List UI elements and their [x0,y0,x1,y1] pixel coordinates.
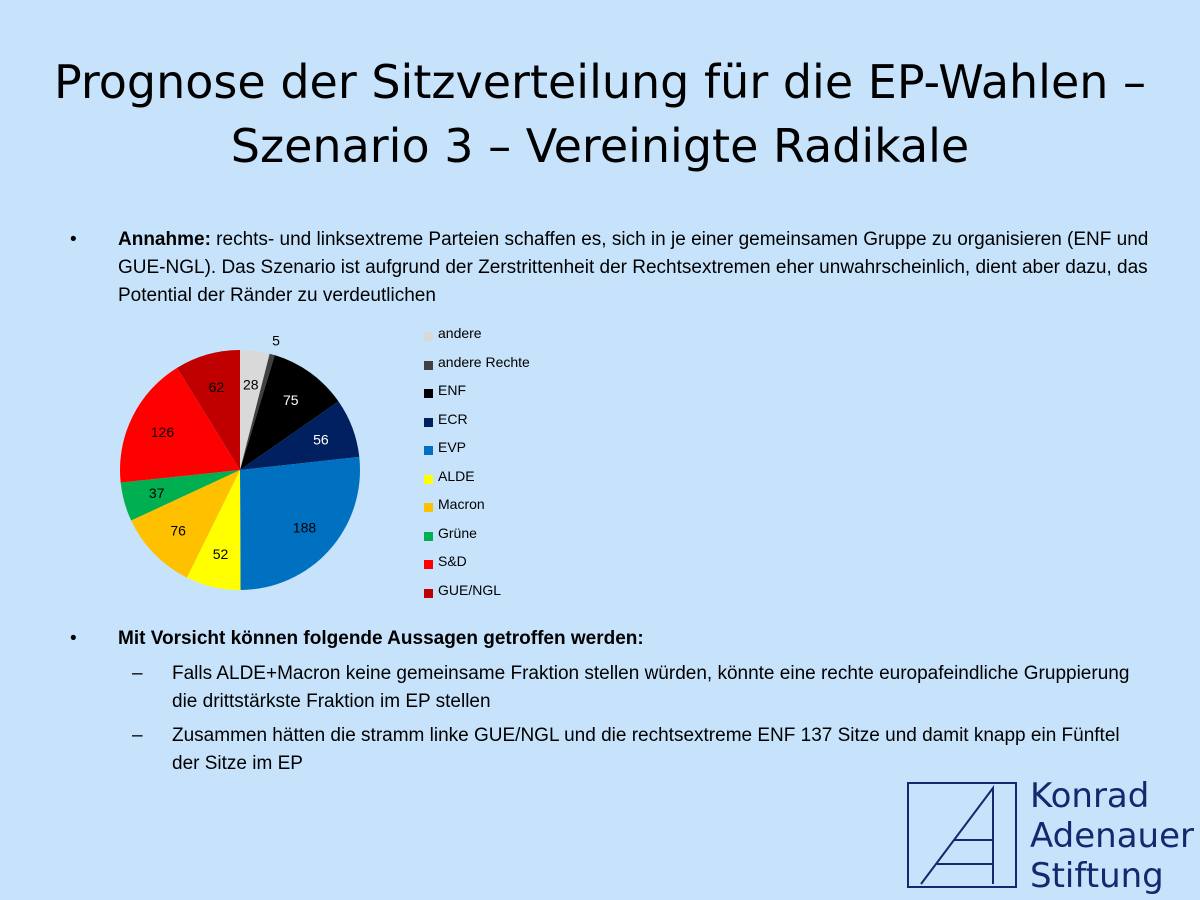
pie-data-label-1: 5 [272,333,280,349]
title-line-1: Prognose der Sitzverteilung für die EP-W… [53,55,1147,109]
legend-swatch-7 [424,531,433,541]
legend-label-4: EVP [438,439,467,455]
dash-symbol: – [132,725,143,746]
kas-logo-icon [907,782,1017,888]
legend-label-0: andere [438,325,482,341]
pie-data-label-7: 37 [149,485,165,501]
assumption-label: Annahme: [118,229,211,250]
pie-data-label-8: 126 [151,424,175,440]
legend-label-1: andere Rechte [438,353,530,370]
legend-swatch-9 [424,588,433,598]
conclusion-item-2: – Zusammen hätten die stramm linke GUE/N… [132,722,1132,778]
pie-slice-9 [177,350,240,470]
title-line-2: Szenario 3 – Vereinigte Radikale [230,119,970,173]
legend-label-5: ALDE [438,467,475,484]
pie-data-label-2: 75 [283,392,299,408]
pie-slice-8 [120,367,240,483]
logo-line-1: Konrad [1030,776,1150,816]
pie-slice-0 [240,350,270,470]
slide-title: Prognose der Sitzverteilung für die EP-W… [0,50,1200,178]
pie-slice-3 [240,401,360,470]
pie-slice-7 [120,470,240,521]
legend-label-2: ENF [438,382,466,398]
conclusion-text-2: Zusammen hätten die stramm linke GUE/NGL… [172,725,1120,774]
legend-swatch-0 [424,332,433,341]
conclusions-label: Mit Vorsicht können folgende Aussagen ge… [118,628,644,649]
legend-label-8: S&D [438,553,467,569]
seat-distribution-pie-chart: 28 5 75 56 188 52 76 37 126 62 [120,333,360,590]
conclusion-text-1: Falls ALDE+Macron keine gemeinsame Frakt… [172,663,1130,712]
legend-swatch-6 [424,503,433,512]
legend-swatch-8 [424,560,433,569]
pie-data-label-4: 188 [293,520,317,536]
pie-slice-2 [240,355,339,470]
pie-data-label-5: 52 [213,546,229,562]
pie-slice-5 [186,470,241,590]
legend-swatch-4 [424,446,433,455]
pie-data-label-6: 76 [170,522,186,538]
pie-slice-1 [240,353,275,470]
pie-data-label-0: 28 [243,376,259,392]
pie-data-label-9: 62 [209,379,225,395]
conclusion-item-1: – Falls ALDE+Macron keine gemeinsame Fra… [132,660,1132,716]
kas-logo-text: Konrad Adenauer Stiftung [1030,776,1194,896]
legend-swatch-1 [424,360,433,370]
legend-swatch-2 [424,389,433,398]
dash-symbol: – [132,663,143,684]
legend-label-9: GUE/NGL [438,581,502,598]
assumption-bullet: • Annahme: rechts- und linksextreme Part… [70,226,1158,310]
legend-label-3: ECR [438,410,468,427]
conclusions-bullet: • Mit Vorsicht können folgende Aussagen … [70,625,1158,653]
legend-swatch-5 [424,474,433,484]
logo-line-3: Stiftung [1030,856,1164,896]
legend-label-7: Grüne [438,524,477,541]
bullet-symbol: • [70,628,77,649]
pie-slice-6 [131,470,240,578]
logo-line-2: Adenauer [1030,816,1194,856]
bullet-symbol: • [70,229,77,250]
assumption-text: rechts- und linksextreme Parteien schaff… [118,229,1149,306]
pie-slice-4 [240,456,360,590]
legend-swatch-3 [424,417,433,427]
pie-data-label-3: 56 [313,432,329,448]
legend-label-6: Macron [438,496,485,512]
